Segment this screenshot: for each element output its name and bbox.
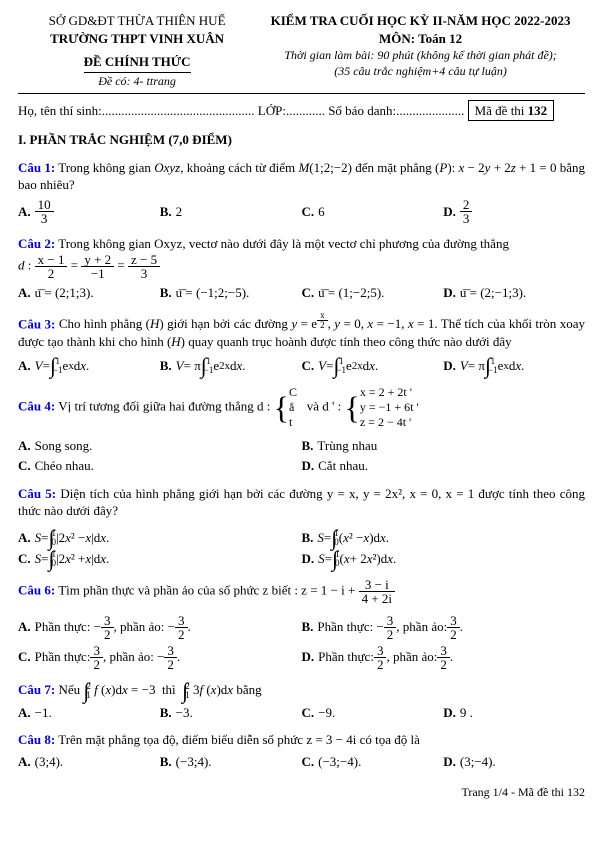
q2-opt-a[interactable]: A.u͞ = (2;1;3).: [18, 284, 160, 302]
q1-text: Trong không gian Oxyz, khoảng cách từ đi…: [18, 160, 585, 193]
q2-label: Câu 2:: [18, 236, 55, 251]
question-3: Câu 3: Cho hình phẳng (H) giới hạn bởi c…: [18, 311, 585, 374]
format: (35 câu trắc nghiệm+4 câu tự luận): [256, 63, 585, 79]
school: TRƯỜNG THPT VINH XUÂN: [18, 30, 256, 48]
q1-opt-d[interactable]: D.23: [443, 198, 585, 225]
q1-opt-c[interactable]: C.6: [302, 198, 444, 225]
q4-label: Câu 4:: [18, 398, 55, 413]
question-4: Câu 4: Vị trí tương đối giữa hai đường t…: [18, 385, 585, 475]
question-7: Câu 7: Nếu ∫21 f (x)dx = −3 thì ∫21 3f (…: [18, 681, 585, 722]
pages: Đề có: 4- ttrang: [18, 73, 256, 89]
q4-opt-b[interactable]: B.Trùng nhau: [302, 437, 586, 455]
q7-opt-d[interactable]: D.9 .: [443, 704, 585, 722]
time: Thời gian làm bài: 90 phút (không kể thờ…: [256, 47, 585, 63]
q2-text: Trong không gian Oxyz, vectơ nào dưới đâ…: [58, 236, 509, 251]
question-5: Câu 5: Diện tích của hình phẳng giới hạn…: [18, 485, 585, 568]
q6-label: Câu 6:: [18, 582, 55, 597]
q4-opt-c[interactable]: C.Chéo nhau.: [18, 457, 302, 475]
q3-opt-b[interactable]: B.V = π∫1−1 e2xdx .: [160, 357, 302, 375]
q8-label: Câu 8:: [18, 732, 55, 747]
q8-opt-d[interactable]: D.(3;−4).: [443, 753, 585, 771]
q4-opt-a[interactable]: A.Song song.: [18, 437, 302, 455]
q5-opt-c[interactable]: C.S = ∫10 |2x² + x|dx .: [18, 550, 302, 568]
q6-opt-d[interactable]: D.Phần thực: 32, phần ảo: 32.: [302, 644, 586, 671]
q5-label: Câu 5:: [18, 486, 56, 501]
q6-opt-c[interactable]: C.Phần thực: 32, phần ảo: −32.: [18, 644, 302, 671]
q6-opt-b[interactable]: B.Phần thực: −32, phần ảo: 32.: [302, 614, 586, 641]
name-label: Họ, tên thí sinh:: [18, 103, 102, 118]
q3-opt-c[interactable]: C.V = ∫1−1 e2xdx .: [302, 357, 444, 375]
q5-opt-b[interactable]: B.S = ∫10 (x² − x)dx .: [302, 529, 586, 547]
q2-opt-c[interactable]: C.u͞ = (1;−2;5).: [302, 284, 444, 302]
q7-opt-a[interactable]: A.−1.: [18, 704, 160, 722]
q2-opt-b[interactable]: B.u͞ = (−1;2;−5).: [160, 284, 302, 302]
exam-code-box: Mã đề thi 132: [468, 100, 555, 122]
exam-title: KIỂM TRA CUỐI HỌC KỲ II-NĂM HỌC 2022-202…: [256, 12, 585, 30]
q4-opt-d[interactable]: D.Cắt nhau.: [302, 457, 586, 475]
id-label: Số báo danh:: [328, 103, 396, 118]
q1-opt-a[interactable]: A.103: [18, 198, 160, 225]
q2-opt-d[interactable]: D.u͞ = (2;−1;3).: [443, 284, 585, 302]
q3-opt-d[interactable]: D.V = π∫1−1 exdx .: [443, 357, 585, 375]
student-row: Họ, tên thí sinh: LỚP:............ Số bá…: [18, 100, 585, 122]
section-1-title: I. PHẦN TRẮC NGHIỆM (7,0 ĐIỂM): [18, 131, 585, 149]
exam-header: SỞ GD&ĐT THỪA THIÊN HUẾ TRƯỜNG THPT VINH…: [18, 12, 585, 89]
q5-opt-d[interactable]: D.S = ∫10 (x + 2x²)dx .: [302, 550, 586, 568]
q1-label: Câu 1:: [18, 160, 55, 175]
official: ĐỀ CHÍNH THỨC: [84, 53, 191, 73]
q8-opt-c[interactable]: C.(−3;−4).: [302, 753, 444, 771]
q3-label: Câu 3:: [18, 316, 55, 331]
q7-opt-b[interactable]: B.−3.: [160, 704, 302, 722]
q8-opt-a[interactable]: A.(3;4).: [18, 753, 160, 771]
question-8: Câu 8: Trên mặt phẳng tọa độ, điểm biểu …: [18, 731, 585, 770]
divider: [18, 93, 585, 94]
question-6: Câu 6: Tìm phần thực và phần ảo của số p…: [18, 578, 585, 671]
subject: MÔN: Toán 12: [256, 30, 585, 48]
question-1: Câu 1: Trong không gian Oxyz, khoảng các…: [18, 159, 585, 225]
q7-label: Câu 7:: [18, 682, 55, 697]
q7-opt-c[interactable]: C.−9.: [302, 704, 444, 722]
q3-opt-a[interactable]: A.V = ∫1−1 exdx.: [18, 357, 160, 375]
dept: SỞ GD&ĐT THỪA THIÊN HUẾ: [18, 12, 256, 30]
class-label: LỚP:: [258, 103, 286, 118]
q1-opt-b[interactable]: B.2: [160, 198, 302, 225]
page-footer: Trang 1/4 - Mã đề thi 132: [18, 784, 585, 800]
q8-opt-b[interactable]: B.(−3;4).: [160, 753, 302, 771]
question-2: Câu 2: Trong không gian Oxyz, vectơ nào …: [18, 235, 585, 301]
q5-opt-a[interactable]: A.S = ∫10 |2x² − x|dx .: [18, 529, 302, 547]
q6-opt-a[interactable]: A.Phần thực: −32, phần ảo: −32.: [18, 614, 302, 641]
